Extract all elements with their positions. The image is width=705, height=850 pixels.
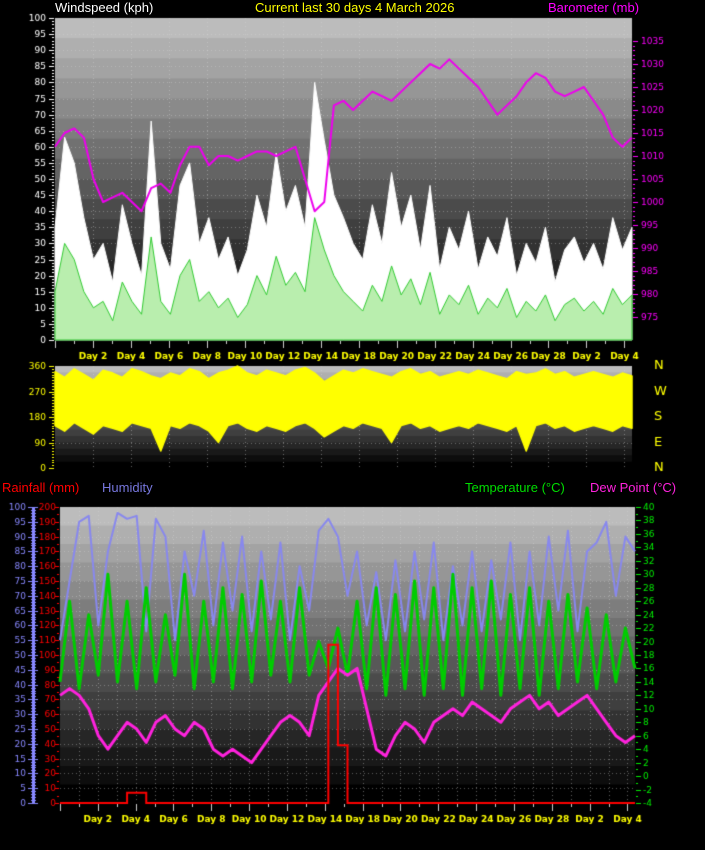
windspeed-title: Windspeed (kph) <box>55 0 154 15</box>
humidity-title: Humidity <box>102 480 153 495</box>
current-period-title: Current last 30 days 4 March 2026 <box>255 0 455 15</box>
barometer-title: Barometer (mb) <box>548 0 640 15</box>
top-chart-header: Windspeed (kph) Current last 30 days 4 M… <box>0 0 705 17</box>
dew-point-title: Dew Point (°C) <box>590 480 677 495</box>
rainfall-title: Rainfall (mm) <box>2 480 80 495</box>
temperature-title: Temperature (°C) <box>465 480 565 495</box>
bottom-chart-header: Rainfall (mm) Humidity Temperature (°C) … <box>0 480 705 497</box>
